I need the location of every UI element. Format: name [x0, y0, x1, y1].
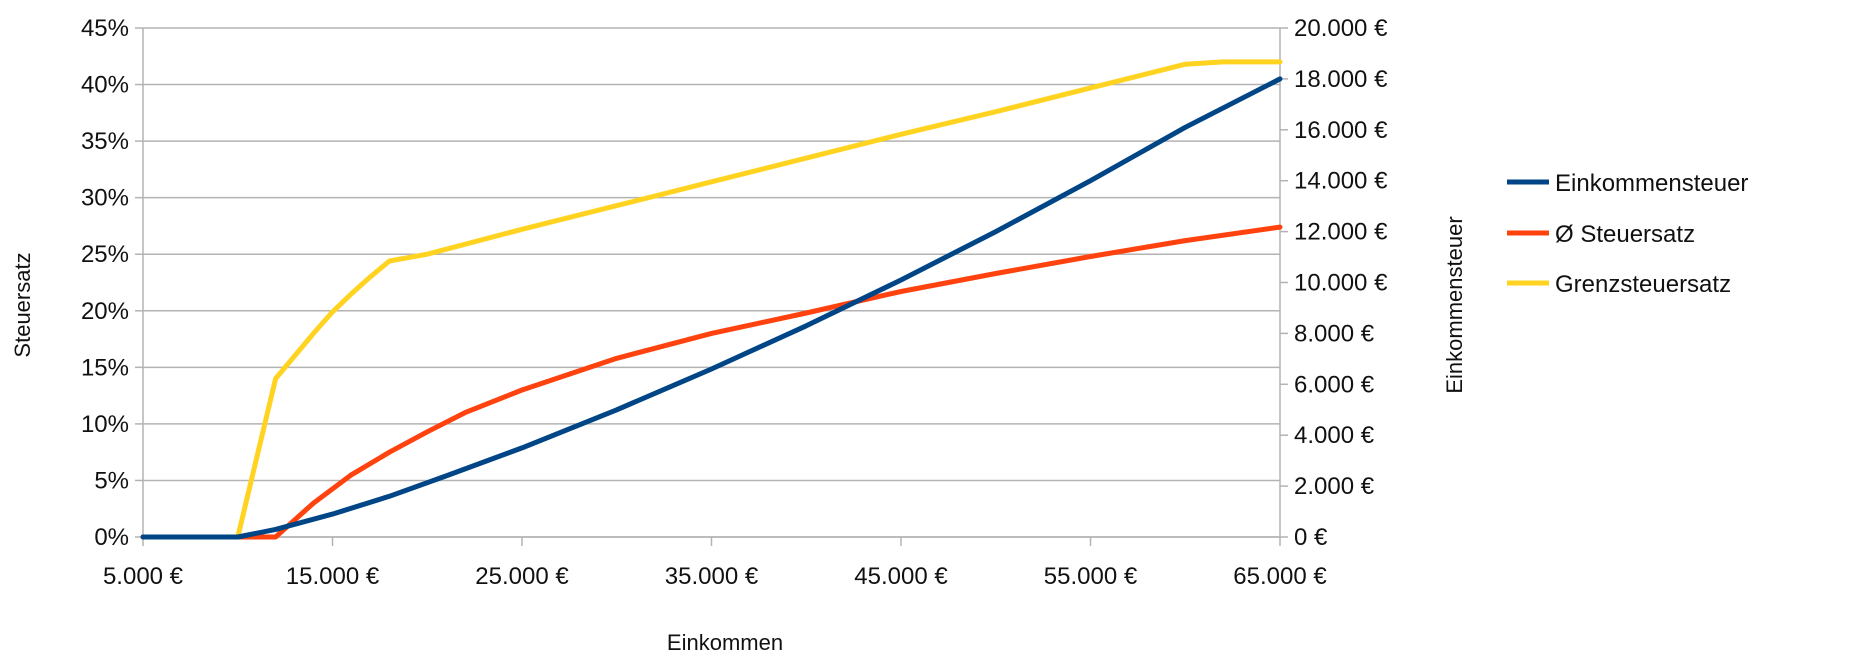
y2-tick-label: 12.000 €	[1294, 219, 1388, 246]
legend-label-einkommensteuer: Einkommensteuer	[1555, 170, 1748, 197]
y-tick-label: 10%	[81, 411, 129, 438]
y2-tick-label: 14.000 €	[1294, 168, 1388, 195]
y2-axis-title: Einkommensteuer	[1442, 216, 1467, 393]
x-tick-label: 65.000 €	[1233, 563, 1327, 590]
y-tick-label: 30%	[81, 185, 129, 212]
legend-label-grenzsteuersatz: Grenzsteuersatz	[1555, 271, 1731, 298]
x-tick-label: 25.000 €	[475, 563, 569, 590]
y-tick-label: 45%	[81, 15, 129, 42]
y2-tick-label: 20.000 €	[1294, 15, 1388, 42]
x-tick-label: 35.000 €	[665, 563, 759, 590]
y2-tick-label: 2.000 €	[1294, 473, 1375, 500]
series-durchschnittssteuersatz	[140, 224, 1283, 540]
series-grenzsteuersatz	[140, 59, 1283, 540]
y-tick-label: 25%	[81, 241, 129, 268]
tick-labels: 0% 5% 10% 15% 20% 25% 30% 35% 40% 45% 0 € 2.000 € 4.…	[81, 15, 1388, 590]
y2-tick-label: 8.000 €	[1294, 320, 1375, 347]
legend-label-steuersatz: Ø Steuersatz	[1555, 221, 1695, 248]
y2-tick-label: 0 €	[1294, 524, 1328, 551]
y2-tick-label: 10.000 €	[1294, 270, 1388, 297]
y-tick-label: 20%	[81, 298, 129, 325]
y2-tick-label: 18.000 €	[1294, 66, 1388, 93]
x-tick-label: 5.000 €	[103, 563, 184, 590]
y-tick-label: 0%	[94, 524, 129, 551]
y-tick-label: 35%	[81, 128, 129, 155]
x-axis-title: Einkommen	[667, 630, 783, 655]
y-tick-label: 5%	[94, 467, 129, 494]
legend: Einkommensteuer Ø Steuersatz Grenzsteuer…	[1507, 170, 1748, 298]
x-tick-label: 45.000 €	[854, 563, 948, 590]
x-tick-label: 55.000 €	[1044, 563, 1138, 590]
axes	[135, 27, 1288, 546]
y-axis-title: Steuersatz	[10, 252, 35, 357]
x-tick-label: 15.000 €	[286, 563, 380, 590]
y2-tick-label: 4.000 €	[1294, 422, 1375, 449]
series-einkommensteuer	[140, 76, 1283, 540]
y2-tick-label: 16.000 €	[1294, 117, 1388, 144]
y2-tick-label: 6.000 €	[1294, 371, 1375, 398]
plot-series	[140, 59, 1283, 540]
y-tick-label: 15%	[81, 354, 129, 381]
y-tick-label: 40%	[81, 72, 129, 99]
grid-lines	[143, 27, 1280, 538]
